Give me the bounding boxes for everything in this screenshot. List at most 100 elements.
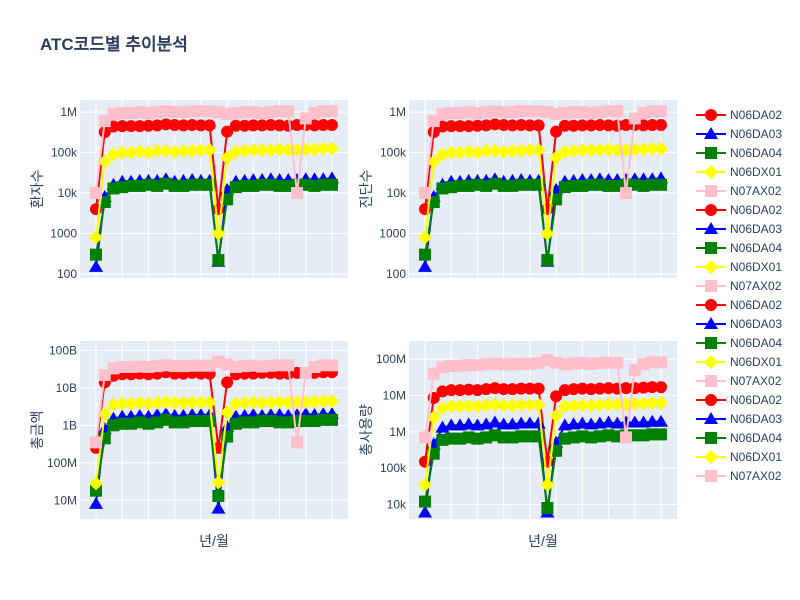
legend-item[interactable]: N06DA04 [696,146,782,160]
legend-item[interactable]: N06DA02 [696,203,782,217]
legend-item[interactable]: N07AX02 [696,469,782,483]
legend-marker [704,450,718,464]
subplot-2: 100 1000 10k 100k 1M 진단수 [358,100,677,281]
legend-item[interactable]: N07AX02 [696,184,782,198]
data-point [326,119,338,132]
legend-item[interactable]: N06DX01 [696,450,782,464]
data-point [246,395,261,410]
data-point [550,125,563,138]
data-point [444,399,459,414]
data-point [124,179,137,192]
data-point [89,476,103,491]
data-point [487,143,502,158]
data-point [291,436,304,449]
data-point [593,382,606,395]
data-point [123,396,138,411]
data-point [124,107,137,120]
legend-item[interactable]: N06DA04 [696,431,782,445]
data-point [256,119,269,132]
data-point [584,143,599,158]
data-point [620,431,633,444]
data-point [445,120,458,133]
data-point [115,396,130,411]
data-point [452,145,467,160]
data-point [471,384,484,397]
legend-label: N06DX01 [730,260,782,274]
data-point [655,356,667,369]
data-point [273,119,286,132]
data-point [158,394,173,409]
data-point [176,395,191,410]
legend[interactable]: N06DA02 N06DA03 N06DA04 N06DX01 N07AX02 N06DA… [696,108,782,483]
y-tick-label: 100M [376,352,406,366]
data-point [193,395,208,410]
data-point [418,505,432,518]
data-point [444,145,459,160]
data-point [532,119,545,132]
data-point [247,359,260,372]
data-point [654,396,668,411]
y-tick-label: 100 [386,267,406,281]
series-N07AX02 [90,355,338,449]
legend-item[interactable]: N06DA02 [696,108,782,122]
data-point [601,397,616,412]
data-point [540,477,555,492]
data-point [487,397,502,412]
y-tick-label: 1M [389,425,406,439]
legend-item[interactable]: N06DA02 [696,298,782,312]
legend-item[interactable]: N06DA04 [696,241,782,255]
data-point [505,143,520,158]
data-point [220,150,235,165]
data-point [427,447,440,460]
legend-marker [704,127,718,139]
legend-label: N06DA03 [730,222,782,236]
data-point [194,119,207,132]
data-point [228,144,243,159]
legend-item[interactable]: N06DA03 [696,222,782,236]
legend-item[interactable]: N06DX01 [696,260,782,274]
data-point [326,105,338,118]
data-point [106,397,121,412]
data-point [247,416,260,429]
legend-marker [705,470,717,482]
legend-marker [704,355,718,369]
y-tick-label: 10k [58,186,78,200]
data-point [90,248,102,261]
legend-marker [705,432,717,444]
series-N06DX01 [418,141,668,245]
y-tick-label: 100B [49,343,77,357]
data-point [531,143,546,158]
legend-item[interactable]: N06DA03 [696,317,782,331]
legend-item[interactable]: N06DA03 [696,412,782,426]
data-point [221,125,234,138]
legend-item[interactable]: N07AX02 [696,374,782,388]
y-tick-label: 100k [51,146,78,160]
legend-item[interactable]: N06DX01 [696,355,782,369]
legend-marker [705,299,717,311]
data-point [238,119,251,132]
y-tick-label: 100k [380,146,407,160]
data-point [90,187,102,200]
legend-label: N07AX02 [730,184,782,198]
data-point [445,384,458,397]
data-point [282,119,295,132]
legend-item[interactable]: N06DA02 [696,393,782,407]
data-point [168,119,181,132]
legend-marker [704,222,718,234]
data-point [426,410,441,425]
data-point [567,119,580,132]
legend-item[interactable]: N07AX02 [696,279,782,293]
data-point [461,144,476,159]
y-tick-label: 10k [387,497,407,511]
legend-label: N06DA03 [730,127,782,141]
data-point [141,396,156,411]
data-point [124,360,137,373]
x-axis-title: 년/월 [199,533,229,549]
legend-item[interactable]: N06DX01 [696,165,782,179]
data-point [470,399,485,414]
data-point [150,395,165,410]
legend-item[interactable]: N06DA04 [696,336,782,350]
data-point [550,390,563,403]
legend-item[interactable]: N06DA03 [696,127,782,141]
